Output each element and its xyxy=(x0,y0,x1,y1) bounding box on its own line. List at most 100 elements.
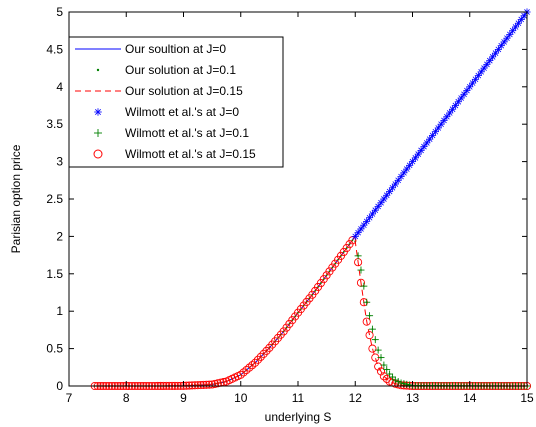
series-dot-J0.1 xyxy=(294,315,297,318)
asterisk-stroke xyxy=(458,95,464,101)
marker-asterisk-J0 xyxy=(443,113,451,121)
legend-label: Wilmott et al.'s at J=0.15 xyxy=(125,147,256,161)
marker-asterisk-J0 xyxy=(397,172,405,181)
asterisk-stroke xyxy=(363,218,370,225)
marker-circle-J0.15 xyxy=(251,358,260,367)
asterisk-stroke xyxy=(438,121,444,128)
series-dot-J0.1 xyxy=(345,247,348,249)
marker-circle-J0.15 xyxy=(259,349,268,358)
asterisk-stroke xyxy=(449,106,456,113)
marker-circle-J0.15 xyxy=(245,363,254,372)
marker-asterisk-J0 xyxy=(383,191,391,199)
asterisk-stroke xyxy=(398,173,404,180)
marker-plus-J0.1 xyxy=(383,366,391,374)
y-axis-label: Parisian option price xyxy=(9,144,23,253)
asterisk-stroke xyxy=(412,155,419,161)
marker-circle-J0.15 xyxy=(210,379,220,388)
series-dot-J0.1 xyxy=(320,282,322,284)
marker-asterisk-J0 xyxy=(380,195,388,203)
y-tick-label: 2 xyxy=(56,229,63,243)
asterisk-stroke xyxy=(492,50,499,56)
marker-asterisk-J0 xyxy=(486,57,494,65)
marker-circle-J0.15 xyxy=(248,361,257,370)
x-tick-label: 7 xyxy=(66,391,73,405)
series-dot-J0.1 xyxy=(314,289,317,292)
asterisk-stroke xyxy=(358,226,364,232)
marker-asterisk-J0 xyxy=(391,180,399,188)
asterisk-stroke xyxy=(461,91,467,98)
asterisk-stroke xyxy=(409,158,416,165)
marker-asterisk-J0 xyxy=(517,15,525,24)
y-tick-label: 1.5 xyxy=(46,267,63,281)
asterisk-stroke xyxy=(484,61,490,68)
series-dot-J0.1 xyxy=(285,326,288,329)
marker-plus-J0.1 xyxy=(360,282,368,290)
marker-circle-J0.15 xyxy=(190,381,199,390)
marker-asterisk-J0 xyxy=(377,199,385,207)
marker-circle-J0.15 xyxy=(188,381,197,390)
asterisk-stroke xyxy=(464,87,470,94)
asterisk-stroke xyxy=(361,222,367,229)
marker-asterisk-J0 xyxy=(489,53,497,61)
asterisk-stroke xyxy=(369,211,376,217)
marker-asterisk-J0 xyxy=(354,229,362,237)
asterisk-stroke xyxy=(415,151,422,157)
asterisk-stroke xyxy=(432,128,439,135)
marker-circle-J0.15 xyxy=(256,352,265,361)
marker-asterisk-J0 xyxy=(423,139,431,147)
asterisk-stroke xyxy=(392,181,399,187)
asterisk-stroke xyxy=(352,233,359,240)
x-tick-label: 12 xyxy=(349,391,363,405)
asterisk-stroke xyxy=(495,46,502,53)
marker-circle-J0.15 xyxy=(242,365,251,375)
marker-asterisk-J0 xyxy=(466,83,474,91)
axis-ticks: 7 8 9 10 11 12 13 14 15 0 0.5 1 1.5 2 2.5 3 3.5 4 4.5 5 xyxy=(46,5,534,405)
asterisk-stroke xyxy=(395,177,402,184)
marker-asterisk-J0 xyxy=(451,101,460,110)
marker-asterisk-J0 xyxy=(503,34,511,42)
marker-asterisk-J0 xyxy=(428,131,437,140)
asterisk-stroke xyxy=(403,166,410,172)
marker-asterisk-J0 xyxy=(511,23,520,31)
y-tick-label: 4.5 xyxy=(46,42,63,56)
marker-asterisk-J0 xyxy=(500,38,508,46)
series-dot-J0.1 xyxy=(342,251,345,253)
asterisk-stroke xyxy=(435,125,442,131)
asterisk-stroke xyxy=(383,192,390,199)
marker-asterisk-J0 xyxy=(448,105,457,113)
x-tick-label: 10 xyxy=(234,391,248,405)
asterisk-stroke xyxy=(506,31,513,38)
marker-asterisk-J0 xyxy=(351,232,359,240)
marker-asterisk-J0 xyxy=(434,124,442,132)
marker-plus-J0.1 xyxy=(391,376,399,384)
asterisk-stroke xyxy=(501,39,507,45)
x-tick-label: 13 xyxy=(406,391,420,405)
asterisk-stroke xyxy=(406,162,413,169)
marker-asterisk-J0 xyxy=(483,60,491,68)
x-tick-label: 15 xyxy=(520,391,534,405)
marker-asterisk-J0 xyxy=(480,64,488,72)
series-dot-J0.1 xyxy=(317,286,319,288)
legend: Our soultion at J=0 Our solution at J=0.1… xyxy=(68,36,284,168)
legend-swatch xyxy=(94,108,102,116)
marker-circle-J0.15 xyxy=(213,379,222,388)
marker-asterisk-J0 xyxy=(460,90,468,98)
marker-circle-J0.15 xyxy=(262,346,271,355)
asterisk-stroke xyxy=(381,196,387,202)
asterisk-stroke xyxy=(466,83,473,90)
marker-asterisk-J0 xyxy=(408,158,417,166)
marker-plus-J0.1 xyxy=(366,312,374,320)
marker-plus-J0.1 xyxy=(371,336,379,344)
marker-plus-J0.1 xyxy=(397,379,405,387)
asterisk-stroke xyxy=(386,188,393,195)
asterisk-stroke xyxy=(515,20,522,27)
marker-asterisk-J0 xyxy=(368,210,377,218)
marker-circle-J0.15 xyxy=(239,368,248,377)
marker-asterisk-J0 xyxy=(426,135,434,143)
marker-asterisk-J0 xyxy=(494,45,502,53)
marker-plus-J0.1 xyxy=(374,346,382,354)
marker-plus-J0.1 xyxy=(394,378,402,386)
asterisk-stroke xyxy=(372,207,379,214)
legend-box xyxy=(68,36,284,168)
marker-asterisk-J0 xyxy=(509,27,517,35)
